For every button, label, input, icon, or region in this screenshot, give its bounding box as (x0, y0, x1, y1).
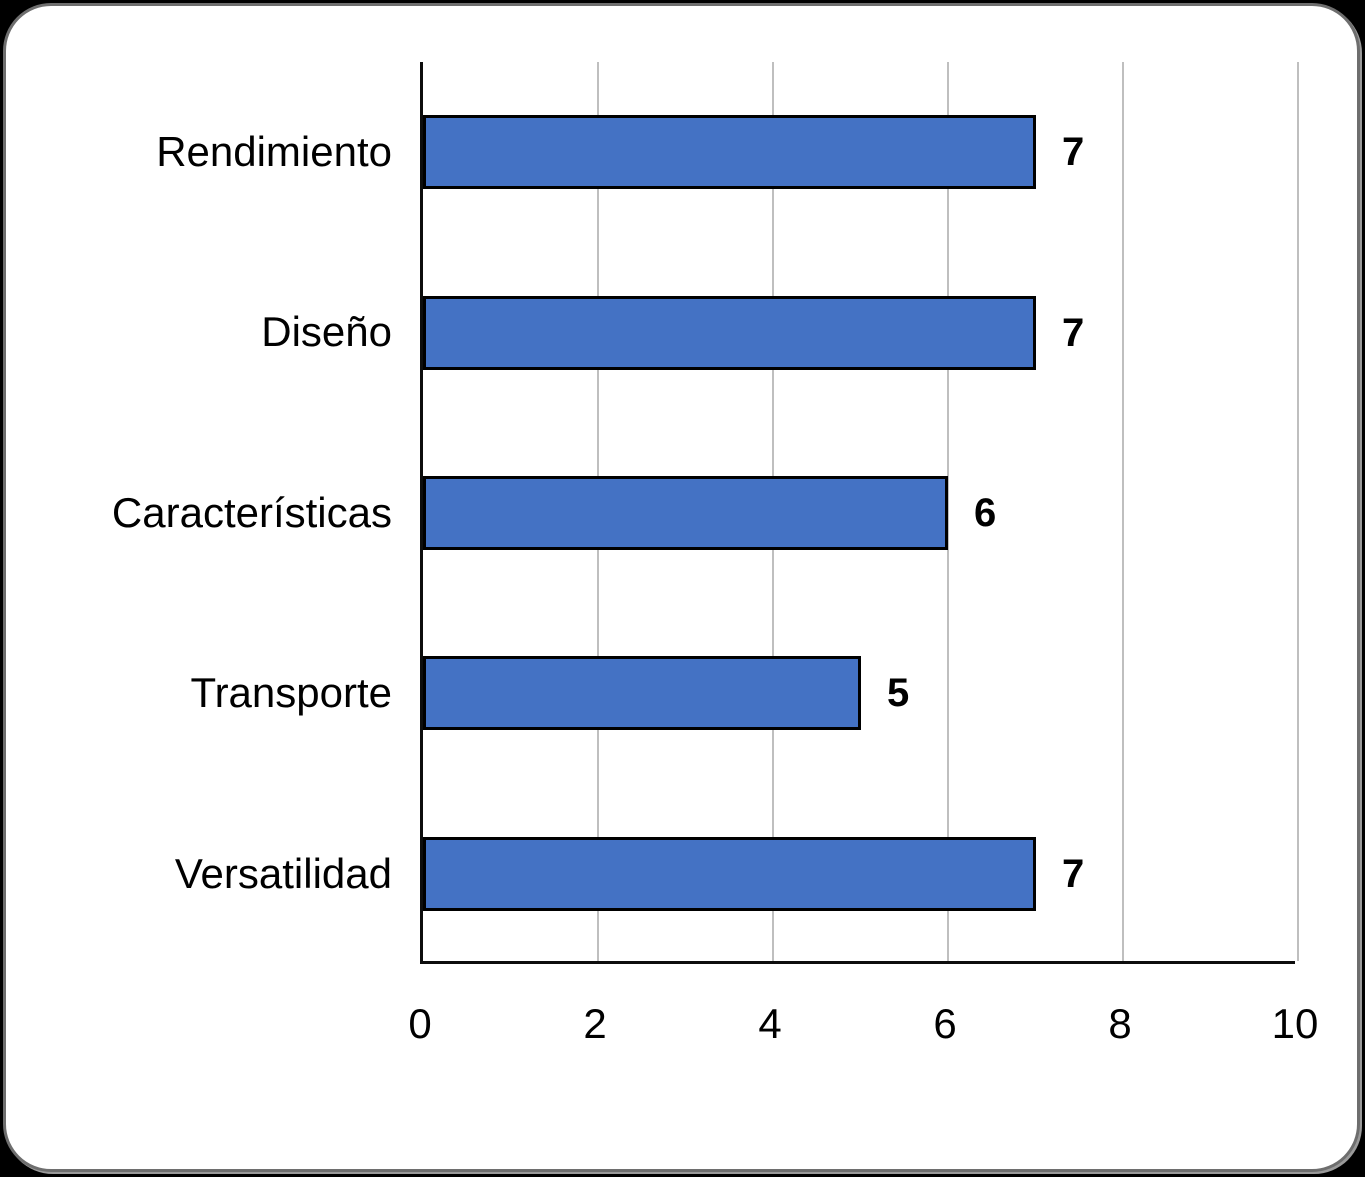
x-tick-label: 4 (758, 1000, 782, 1047)
bar-rendimiento (423, 115, 1036, 189)
x-tick-label: 6 (933, 1000, 957, 1047)
x-tick-label: 0 (408, 1000, 432, 1047)
bar-diseno (423, 296, 1036, 370)
bar-value-label: 7 (1062, 130, 1085, 174)
gridline-x-10 (1297, 62, 1299, 961)
bar-chart: 7 7 6 5 7 Rendimiento Diseño Características Tr… (6, 6, 1365, 1177)
gridline-x-6 (947, 62, 949, 961)
chart-card: 7 7 6 5 7 Rendimiento Diseño Características Tr… (3, 3, 1360, 1172)
value-axis-tick-labels: 0 2 4 6 8 10 (6, 996, 1365, 1056)
gridline-x-8 (1122, 62, 1124, 961)
x-tick-label: 10 (1271, 1000, 1319, 1047)
bar-value-label: 6 (974, 491, 997, 535)
category-label: Transporte (190, 669, 392, 716)
bar-value-label: 7 (1062, 311, 1085, 355)
bar-transporte (423, 656, 861, 730)
bar-value-label: 5 (887, 671, 910, 715)
bar-versatilidad (423, 837, 1036, 911)
category-label: Rendimiento (156, 128, 392, 175)
category-label: Características (111, 489, 392, 536)
bar-caracteristicas (423, 476, 948, 550)
category-label: Diseño (261, 308, 392, 355)
x-tick-label: 8 (1108, 1000, 1132, 1047)
x-tick-label: 2 (583, 1000, 607, 1047)
category-label: Versatilidad (174, 850, 392, 897)
bar-value-label: 7 (1062, 852, 1085, 896)
category-axis-labels: Rendimiento Diseño Características Transpor… (6, 62, 392, 964)
plot-area: 7 7 6 5 7 (420, 62, 1299, 964)
